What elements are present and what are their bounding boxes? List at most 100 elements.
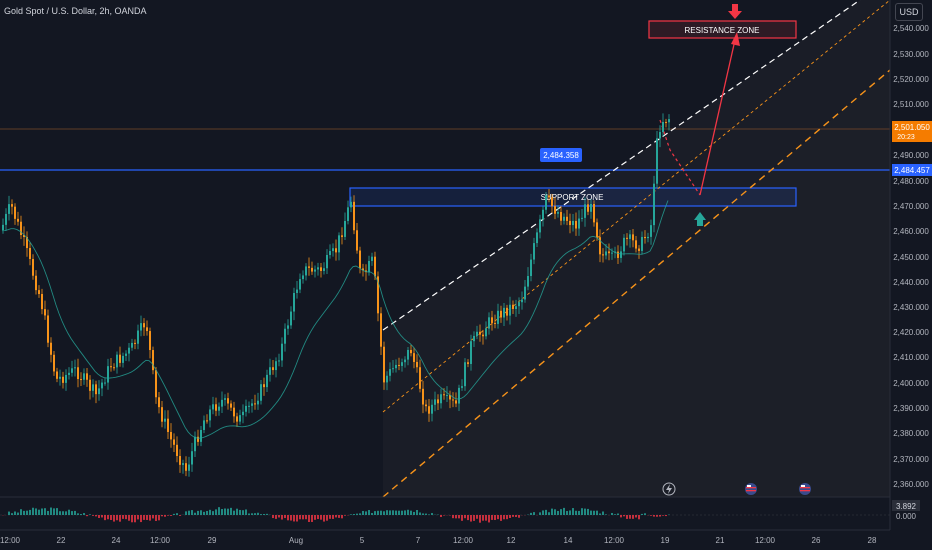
us-flag-icon[interactable] bbox=[799, 483, 811, 495]
oscillator-value-tag: 3.892 0.000 bbox=[892, 500, 920, 521]
time-tick-label: 12:00 bbox=[755, 536, 776, 545]
histogram-bar bbox=[50, 507, 52, 515]
moving-average-line bbox=[1, 200, 669, 439]
candle-body bbox=[8, 204, 10, 214]
histogram-bar bbox=[203, 511, 205, 515]
histogram-bar bbox=[137, 515, 139, 520]
lightning-icon[interactable] bbox=[662, 482, 676, 496]
candle-body bbox=[161, 407, 163, 422]
candle-body bbox=[179, 456, 181, 465]
histogram-bar bbox=[599, 513, 601, 515]
time-tick-label: 14 bbox=[564, 536, 573, 545]
candle-body bbox=[593, 204, 595, 223]
time-axis[interactable]: 12:00 22 24 12:00 29 Aug 5 7 12:00 12 14 12:00 19 21 1… bbox=[0, 536, 877, 545]
histogram-bar bbox=[236, 508, 238, 515]
candle-body bbox=[446, 395, 448, 397]
candle-body bbox=[167, 418, 169, 432]
candle-body bbox=[575, 220, 577, 229]
candle-body bbox=[545, 195, 547, 210]
histogram-bar bbox=[125, 515, 127, 520]
candle-body bbox=[551, 197, 553, 207]
histogram-bar bbox=[290, 515, 292, 521]
candle-body bbox=[11, 204, 13, 207]
candle-body bbox=[371, 256, 373, 261]
histogram-bar bbox=[149, 515, 151, 521]
histogram-bar bbox=[272, 515, 274, 519]
histogram-bar bbox=[140, 515, 142, 523]
candle-body bbox=[245, 405, 247, 412]
candle-body bbox=[350, 201, 352, 208]
histogram-bar bbox=[476, 515, 478, 519]
candle-body bbox=[104, 382, 106, 384]
histogram-bar bbox=[146, 515, 148, 520]
candle-body bbox=[368, 260, 370, 273]
candle-body bbox=[488, 317, 490, 329]
histogram-bar bbox=[572, 508, 574, 515]
histogram-bar bbox=[98, 515, 100, 518]
candle-body bbox=[374, 256, 376, 277]
candle-body bbox=[59, 376, 61, 379]
price-tick-label: 2,390.000 bbox=[893, 404, 929, 413]
histogram-bar bbox=[209, 509, 211, 515]
price-axis[interactable]: 2,540.000 2,530.000 2,520.000 2,510.000 2,49… bbox=[893, 24, 929, 489]
histogram-bar bbox=[302, 515, 304, 520]
candle-body bbox=[416, 361, 418, 368]
candle-body bbox=[113, 367, 115, 369]
histogram-bar bbox=[410, 510, 412, 515]
histogram-bar bbox=[128, 515, 130, 521]
histogram-bar bbox=[467, 515, 469, 521]
histogram-bar bbox=[635, 515, 637, 518]
candle-body bbox=[68, 372, 70, 375]
candle-body bbox=[143, 323, 145, 328]
channel-middle-line[interactable] bbox=[382, 0, 891, 413]
candle-body bbox=[14, 206, 16, 219]
histogram-bar bbox=[569, 510, 571, 515]
candle-body bbox=[317, 267, 319, 270]
candle-body bbox=[434, 399, 436, 405]
histogram-bar bbox=[266, 513, 268, 515]
candle-body bbox=[521, 299, 523, 303]
histogram-bar bbox=[452, 515, 454, 519]
candle-body bbox=[218, 406, 220, 411]
time-tick-label: Aug bbox=[289, 536, 303, 545]
candle-body bbox=[275, 361, 277, 371]
candle-body bbox=[311, 267, 313, 272]
histogram-bar bbox=[518, 515, 520, 518]
candle-body bbox=[65, 374, 67, 383]
candle-body bbox=[137, 330, 139, 344]
histogram-bar bbox=[551, 508, 553, 515]
histogram-bar bbox=[530, 512, 532, 515]
histogram-bar bbox=[506, 515, 508, 520]
candle-body bbox=[467, 362, 469, 364]
histogram-bar bbox=[296, 515, 298, 522]
resistance-zone-box[interactable] bbox=[648, 20, 797, 39]
candle-body bbox=[422, 388, 424, 405]
histogram-bar bbox=[596, 510, 598, 515]
candle-body bbox=[152, 350, 154, 371]
us-flag-icon[interactable] bbox=[745, 483, 757, 495]
histogram-bar bbox=[155, 515, 157, 521]
price-tick-label: 2,520.000 bbox=[893, 75, 929, 84]
svg-text:0.000: 0.000 bbox=[896, 512, 917, 521]
candle-body bbox=[266, 374, 268, 388]
callout-price-tag[interactable]: 2,484.358 bbox=[540, 148, 582, 162]
time-tick-label: 12:00 bbox=[453, 536, 474, 545]
candle-body bbox=[632, 234, 634, 241]
currency-unit-button[interactable]: USD bbox=[895, 3, 923, 21]
candle-body bbox=[290, 311, 292, 326]
candle-body bbox=[86, 373, 88, 380]
support-zone-box[interactable] bbox=[349, 187, 797, 207]
candle-body bbox=[110, 366, 112, 368]
candle-body bbox=[530, 259, 532, 277]
channel-lower-line[interactable] bbox=[382, 69, 891, 498]
candle-body bbox=[569, 220, 571, 226]
candle-body bbox=[635, 240, 637, 249]
histogram-bar bbox=[443, 515, 445, 516]
candle-body bbox=[2, 224, 4, 230]
time-tick-label: 12:00 bbox=[0, 536, 21, 545]
histogram-bar bbox=[227, 508, 229, 515]
candle-body bbox=[428, 406, 430, 414]
histogram-bar bbox=[194, 512, 196, 515]
channel-upper-line[interactable] bbox=[382, 0, 861, 331]
